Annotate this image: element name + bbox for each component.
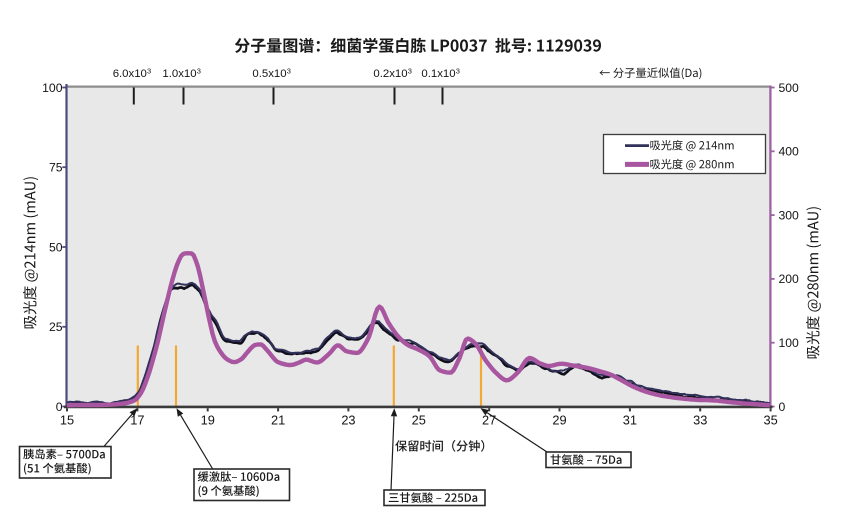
- svg-text:21: 21: [271, 412, 285, 427]
- svg-text:0: 0: [56, 400, 63, 414]
- svg-text:75: 75: [49, 161, 63, 175]
- svg-text:25: 25: [412, 412, 426, 427]
- svg-text:33: 33: [693, 412, 707, 427]
- svg-text:100: 100: [779, 336, 800, 350]
- svg-text:0: 0: [779, 400, 786, 414]
- svg-text:200: 200: [779, 272, 800, 286]
- svg-text:15: 15: [60, 412, 74, 427]
- svg-text:3: 3: [147, 66, 151, 75]
- svg-text:3: 3: [408, 66, 412, 75]
- svg-text:0.5x10: 0.5x10: [252, 68, 286, 80]
- svg-text:17: 17: [130, 412, 144, 427]
- svg-text:300: 300: [779, 208, 800, 222]
- svg-text:23: 23: [341, 412, 355, 427]
- svg-text:29: 29: [552, 412, 566, 427]
- svg-text:19: 19: [201, 412, 215, 427]
- svg-text:25: 25: [49, 320, 63, 334]
- svg-text:6.0x10: 6.0x10: [113, 68, 147, 80]
- svg-text:400: 400: [779, 145, 800, 159]
- svg-text:3: 3: [197, 66, 201, 75]
- svg-text:0.1x10: 0.1x10: [421, 68, 455, 80]
- svg-text:0.2x10: 0.2x10: [373, 68, 407, 80]
- svg-text:50: 50: [49, 240, 63, 254]
- svg-text:3: 3: [456, 66, 460, 75]
- svg-text:3: 3: [287, 66, 291, 75]
- svg-text:500: 500: [779, 81, 800, 95]
- svg-text:35: 35: [763, 412, 777, 427]
- svg-text:31: 31: [623, 412, 637, 427]
- svg-text:1.0x10: 1.0x10: [162, 68, 196, 80]
- svg-text:100: 100: [42, 81, 63, 95]
